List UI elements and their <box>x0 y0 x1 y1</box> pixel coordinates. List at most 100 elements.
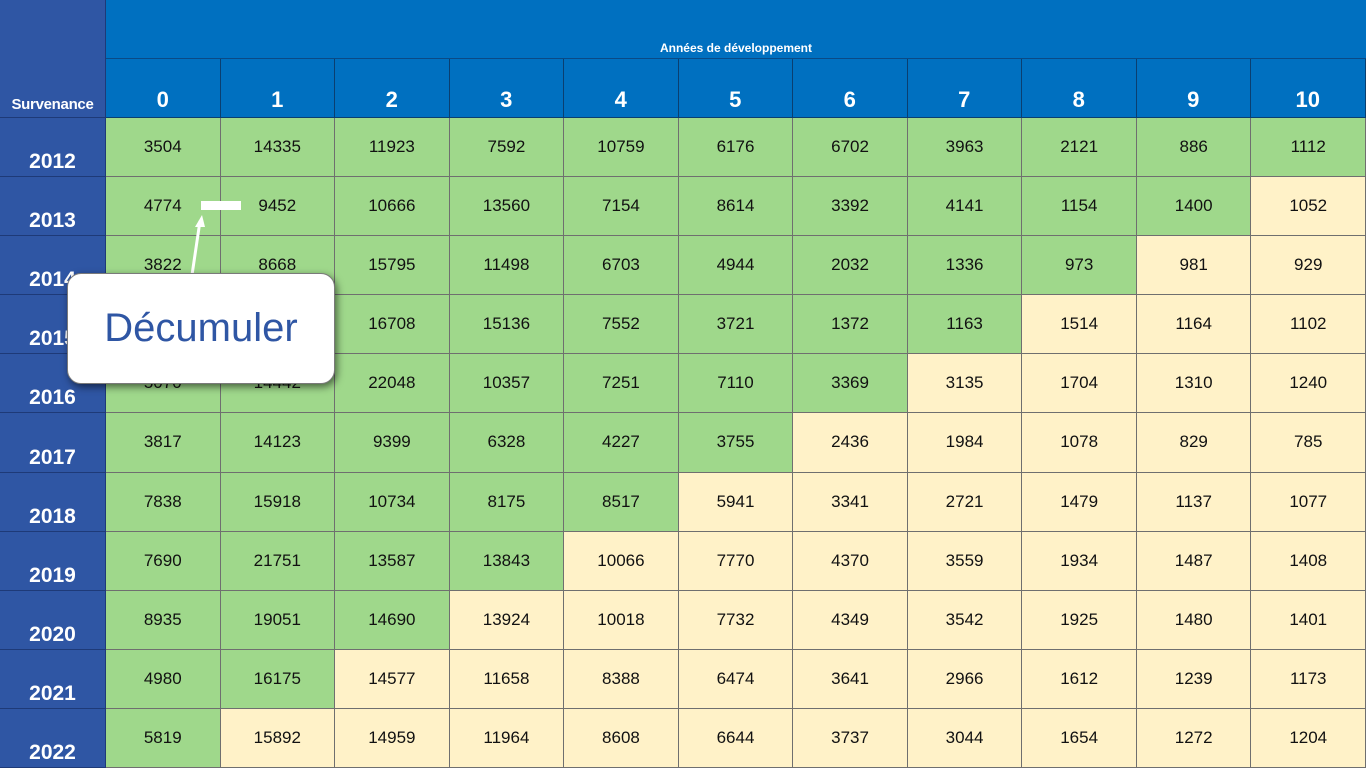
table-cell: 2121 <box>1022 118 1137 178</box>
column-header-6: 6 <box>793 59 908 118</box>
table-cell: 10018 <box>564 590 679 650</box>
table-cell: 7838 <box>106 472 221 532</box>
column-headers: 0 1 2 3 4 5 6 7 8 9 10 <box>106 59 1366 118</box>
table-cell: 1204 <box>1251 708 1366 768</box>
table-cell: 9399 <box>335 413 450 473</box>
table-cell: 1408 <box>1251 531 1366 591</box>
row-header-2021: 2021 <box>0 649 106 709</box>
table-cell: 14690 <box>335 590 450 650</box>
table-cell: 1240 <box>1251 354 1366 414</box>
table-cell: 19051 <box>220 590 336 650</box>
table-cell: 981 <box>1136 236 1252 296</box>
table-cell: 973 <box>1022 236 1137 296</box>
table-cell: 1401 <box>1251 590 1366 650</box>
table-cell: 3755 <box>678 413 794 473</box>
table-cell: 3737 <box>793 708 908 768</box>
table-cell: 8608 <box>564 708 679 768</box>
table-cell: 21751 <box>220 531 336 591</box>
table-cell: 7110 <box>678 354 794 414</box>
row-header-2022: 2022 <box>0 708 106 768</box>
table-cell: 7592 <box>449 118 565 178</box>
row-header-2020: 2020 <box>0 590 106 650</box>
table-cell: 3044 <box>907 708 1023 768</box>
table-cell: 1239 <box>1136 649 1252 709</box>
table-cell: 1514 <box>1022 295 1137 355</box>
table-cell: 16708 <box>335 295 450 355</box>
table-cell: 1479 <box>1022 472 1137 532</box>
table-cell: 13924 <box>449 590 565 650</box>
table-cell: 7690 <box>106 531 221 591</box>
table-cell: 10759 <box>564 118 679 178</box>
column-header-2: 2 <box>335 59 450 118</box>
corner-label: Survenance <box>11 96 94 113</box>
table-cell: 11964 <box>449 708 565 768</box>
table-cell: 8517 <box>564 472 679 532</box>
table-cell: 7552 <box>564 295 679 355</box>
table-cell: 1654 <box>1022 708 1137 768</box>
column-header-4: 4 <box>564 59 679 118</box>
table-cell: 6702 <box>793 118 908 178</box>
header-band: Années de développement <box>106 0 1366 59</box>
table-cell: 1052 <box>1251 177 1366 237</box>
table-cell: 6703 <box>564 236 679 296</box>
table-cell: 11498 <box>449 236 565 296</box>
table-cell: 2966 <box>907 649 1023 709</box>
table-cell: 3135 <box>907 354 1023 414</box>
table-cell: 785 <box>1251 413 1366 473</box>
minus-icon <box>201 201 241 210</box>
table-cell: 13587 <box>335 531 450 591</box>
header-band-label: Années de développement <box>659 41 813 55</box>
table-cell: 6644 <box>678 708 794 768</box>
column-header-10: 10 <box>1251 59 1366 118</box>
table-cell: 1336 <box>907 236 1023 296</box>
table-cell: 1164 <box>1136 295 1252 355</box>
table-cell: 886 <box>1136 118 1252 178</box>
table-cell: 2721 <box>907 472 1023 532</box>
column-header-7: 7 <box>907 59 1022 118</box>
column-header-9: 9 <box>1136 59 1251 118</box>
table-cell: 1077 <box>1251 472 1366 532</box>
table-cell: 1400 <box>1136 177 1252 237</box>
table-cell: 6474 <box>678 649 794 709</box>
table-cell: 3392 <box>793 177 908 237</box>
table-cell: 1487 <box>1136 531 1252 591</box>
table-cell: 1925 <box>1022 590 1137 650</box>
table-cell: 14577 <box>335 649 450 709</box>
table-cell: 1934 <box>1022 531 1137 591</box>
table-cell: 16175 <box>220 649 336 709</box>
row-header-2013: 2013 <box>0 177 106 237</box>
table-cell: 6328 <box>449 413 565 473</box>
table-cell: 14959 <box>335 708 450 768</box>
table-cell: 3641 <box>793 649 908 709</box>
column-header-0: 0 <box>106 59 221 118</box>
table-cell: 8935 <box>106 590 221 650</box>
table-cell: 2032 <box>793 236 908 296</box>
table-cell: 15892 <box>220 708 336 768</box>
table-cell: 3963 <box>907 118 1023 178</box>
table-cell: 4370 <box>793 531 908 591</box>
table-cell: 1154 <box>1022 177 1137 237</box>
table-cell: 7770 <box>678 531 794 591</box>
table-cell: 1173 <box>1251 649 1366 709</box>
table-cell: 1102 <box>1251 295 1366 355</box>
table-cell: 8388 <box>564 649 679 709</box>
row-headers: 2012 2013 2014 2015 2016 2017 2018 2019 2020 2021… <box>0 118 106 768</box>
callout-label: Décumuler <box>104 306 298 350</box>
corner-header: Survenance <box>0 0 106 118</box>
table-cell: 6176 <box>678 118 794 178</box>
table-cell: 1078 <box>1022 413 1137 473</box>
row-header-2017: 2017 <box>0 413 106 473</box>
table-cell: 14123 <box>220 413 336 473</box>
table-cell: 3369 <box>793 354 908 414</box>
row-header-2019: 2019 <box>0 531 106 591</box>
table-cell: 1480 <box>1136 590 1252 650</box>
table-cell: 1272 <box>1136 708 1252 768</box>
table-cell: 1310 <box>1136 354 1252 414</box>
row-header-2012: 2012 <box>0 118 106 178</box>
table-cell: 10066 <box>564 531 679 591</box>
table-cell: 1612 <box>1022 649 1137 709</box>
column-header-3: 3 <box>449 59 564 118</box>
table-cell: 2436 <box>793 413 908 473</box>
table-cell: 1984 <box>907 413 1023 473</box>
table-cell: 4980 <box>106 649 221 709</box>
